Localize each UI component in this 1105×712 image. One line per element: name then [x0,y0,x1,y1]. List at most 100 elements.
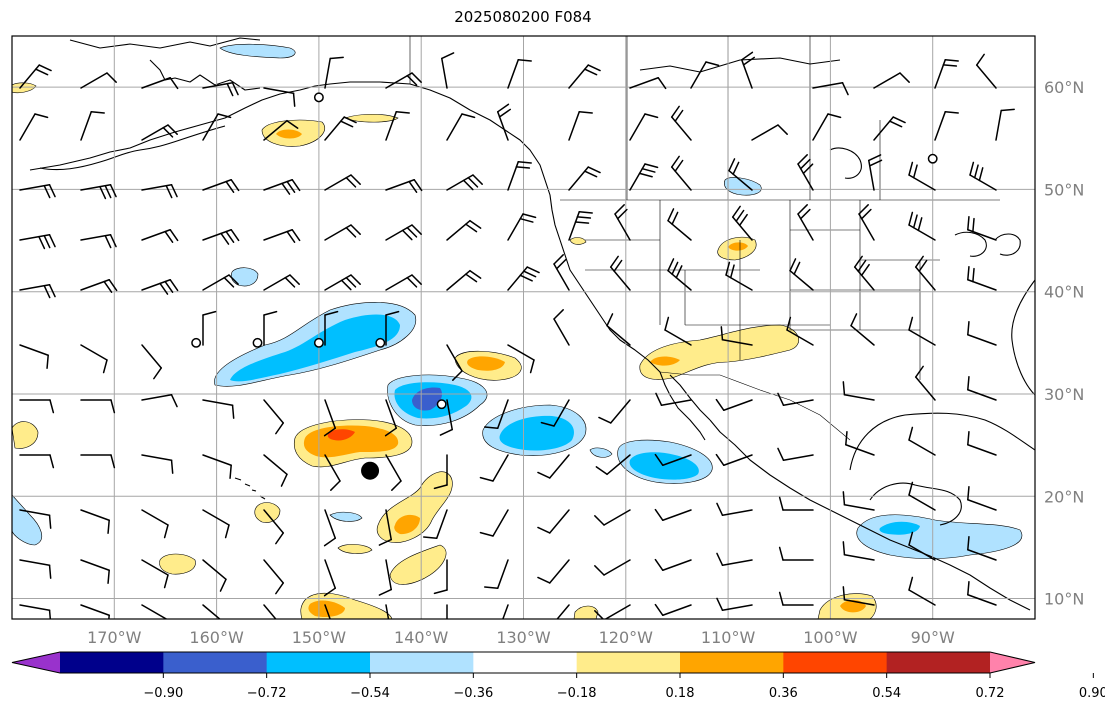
shade-positive-light [389,544,447,585]
coastline-mexico-west [709,419,1031,611]
colorbar-swatch [163,652,268,673]
lon-tick-label: 130°W [496,628,551,647]
wind-barb [141,344,163,380]
wind-barb [19,284,56,299]
lon-tick-label: 110°W [701,628,756,647]
shade-positive-mid [650,356,680,366]
wind-barb [324,224,361,241]
wind-barb [914,365,936,401]
coastline-yucatan [869,482,962,526]
wind-barb [654,453,692,467]
wind-barb [614,204,631,241]
wind-barb [716,597,753,611]
open-circle-marker [436,399,447,410]
wind-barb [606,313,631,346]
wind-barb [797,154,814,191]
wind-barb [908,426,936,456]
wind-barb [715,453,753,467]
wind-barb [715,398,753,412]
wind-barb [740,51,755,89]
shade-negative-strong [412,387,442,411]
colorbar-swatch [886,652,991,673]
gridlines [12,36,1035,619]
wind-barb [324,310,339,346]
wind-barb [446,113,476,141]
wind-barb [850,313,875,346]
anomaly-shading [12,43,1023,619]
wind-barb [778,546,814,561]
wind-barb [80,344,108,374]
map-frame [11,35,1036,620]
wind-barb [80,111,105,141]
colorbar-extend-min [12,652,60,673]
open-circle-marker [375,337,386,348]
wind-barb [484,559,509,589]
wind-barb [324,174,361,191]
wind-barb [263,604,277,619]
colorbar-tick-label: −0.18 [557,686,597,701]
shade-positive-light [569,237,587,245]
colorbar-tick-label: 0.54 [872,686,901,701]
wind-barb [553,254,570,291]
wind-barb [507,213,537,241]
colorbar-swatch [266,652,371,673]
wind-barb [908,161,936,191]
colorbar-tick-label: 0.36 [769,686,798,701]
lon-tick-label: 170°W [87,628,142,647]
wind-barb [629,163,659,191]
wind-barb [654,603,692,617]
coastline-hudson [829,147,862,179]
wind-barb [797,204,814,241]
wind-barb [934,59,959,89]
wind-barb [967,581,997,606]
wind-barb [716,552,753,566]
wind-barb [553,309,570,346]
wind-barb [479,454,509,482]
wind-barb [654,508,692,522]
colorbar-extend-max [990,652,1035,673]
wind-barb [263,399,285,435]
wind-barb [263,87,296,107]
wind-barb [323,559,337,597]
shade-positive-light [573,605,599,619]
shade-negative-light [856,514,1023,560]
wind-barb [385,111,410,141]
wind-barb [731,205,753,241]
open-circle-marker [313,337,324,348]
longitude-labels: 170°W 160°W 150°W 140°W 130°W 120°W 110°W 100°W… [87,628,955,647]
wind-barb [812,113,842,141]
colorbar-tick-label: −0.90 [143,686,183,701]
wind-barb [969,161,997,191]
wind-barb [263,228,301,243]
wind-barb [202,178,240,193]
wind-barb [80,604,110,619]
wind-barb [908,316,936,346]
wind-barb [568,166,601,191]
wind-barb [141,228,179,243]
wind-barb [378,559,392,596]
wind-barb [19,184,56,199]
wind-barb [441,52,455,89]
filled-circle-marker [361,461,380,480]
wind-barb [720,326,753,346]
wind-barb [141,124,178,141]
wind-barb [385,604,390,619]
wind-barb [384,399,398,437]
wind-barb [80,184,117,200]
wind-barb [385,310,400,346]
colorbar: −0.90 −0.72 −0.54 −0.36 −0.18 0.18 0.36 0.54 0.7… [11,651,1105,701]
wind-barb [670,105,692,141]
shade-negative-light [12,494,43,546]
wind-barb [141,278,179,295]
wind-barb [19,454,55,469]
wind-barb [908,576,936,606]
coastline-gulf [849,412,1035,471]
wind-barb [141,604,168,619]
wind-barb [967,486,997,511]
station-markers [191,92,938,480]
wind-barb [967,431,997,456]
lat-tick-label: 20°N [1044,487,1084,506]
colorbar-outline [11,651,1036,674]
wind-barb [934,111,959,141]
wind-barb [670,155,692,191]
